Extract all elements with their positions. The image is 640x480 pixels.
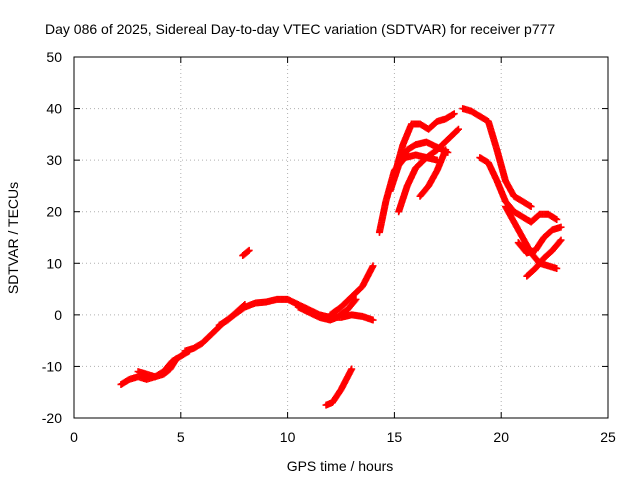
series-track-3: [181, 295, 334, 355]
series-track-12: [386, 138, 452, 195]
data-point: [553, 264, 561, 272]
data-point: [351, 297, 359, 305]
data-points: [117, 105, 565, 409]
series-track-18: [514, 223, 565, 257]
y-tick-label: 20: [46, 204, 62, 220]
series-track-16: [476, 154, 561, 226]
x-tick-label: 25: [600, 429, 616, 445]
series-track-4: [215, 301, 249, 329]
series-track-5: [239, 246, 253, 260]
y-axis-label: SDTVAR / TECUs: [5, 182, 21, 294]
data-point: [244, 247, 252, 255]
data-point: [557, 223, 565, 231]
x-axis-label: GPS time / hours: [287, 458, 394, 474]
series-track-14: [416, 146, 450, 200]
y-tick-label: -10: [42, 358, 62, 374]
y-tick-label: 30: [46, 152, 62, 168]
data-point: [240, 302, 248, 310]
data-point: [442, 146, 450, 154]
x-tick-label: 15: [387, 429, 403, 445]
x-tick-label: 10: [280, 429, 296, 445]
y-tick-label: 0: [54, 307, 62, 323]
x-tick-label: 0: [70, 429, 78, 445]
x-tick-label: 20: [493, 429, 509, 445]
series-track-19: [523, 236, 565, 280]
data-point: [245, 246, 253, 254]
data-point: [556, 237, 564, 245]
y-tick-label: -20: [42, 410, 62, 426]
data-point: [553, 215, 561, 223]
x-tick-label: 5: [177, 429, 185, 445]
series-track-10: [375, 151, 441, 236]
grid: [74, 57, 608, 418]
data-point: [453, 126, 461, 134]
data-point: [348, 365, 356, 373]
y-tick-label: 10: [46, 255, 62, 271]
tick-labels: 0 5 10 15 20 25 -20 -10 0 10 20 30 40 50: [42, 49, 616, 445]
series-track-2: [134, 347, 193, 381]
series-track-13: [395, 125, 462, 216]
y-tick-label: 40: [46, 101, 62, 117]
chart-title: Day 086 of 2025, Sidereal Day-to-day VTE…: [45, 21, 555, 37]
data-point: [557, 236, 565, 244]
series-track-17: [501, 203, 561, 272]
plot-frame: [73, 56, 609, 419]
data-point: [527, 203, 535, 211]
data-point: [454, 125, 462, 133]
series-track-7: [322, 311, 377, 324]
data-point: [450, 110, 458, 118]
series-track-8: [326, 262, 377, 319]
data-point: [241, 301, 249, 309]
y-tick-label: 50: [46, 49, 62, 65]
data-point: [369, 316, 377, 324]
series-track-15: [459, 105, 535, 211]
data-point: [369, 262, 377, 270]
axis-ticks: [73, 56, 609, 419]
data-point: [352, 295, 360, 303]
series-track-9: [322, 365, 356, 409]
